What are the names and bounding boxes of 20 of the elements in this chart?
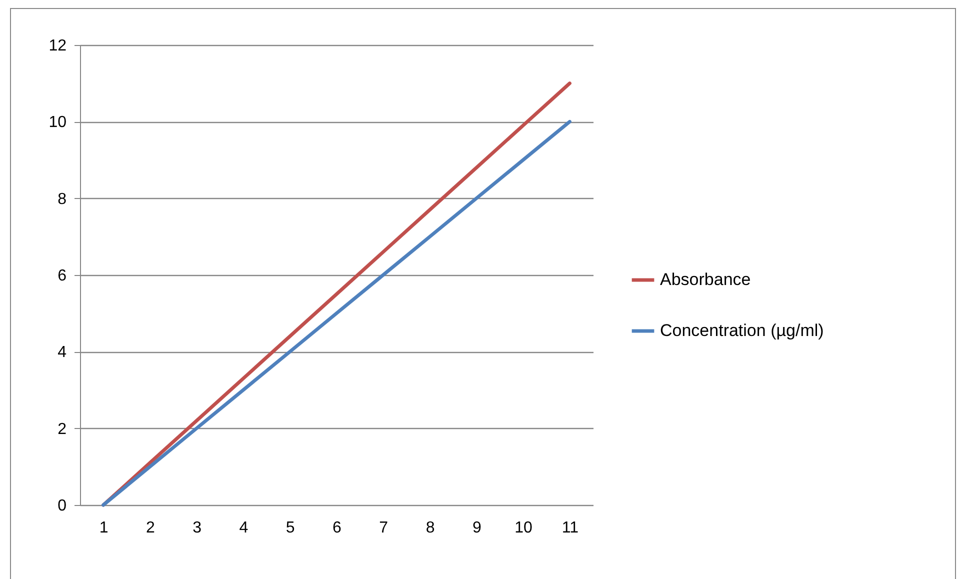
x-tick-label: 5 <box>286 520 295 536</box>
x-tick-label: 1 <box>99 520 108 536</box>
y-tick-label: 12 <box>48 38 67 54</box>
y-tick-label: 6 <box>58 268 67 284</box>
x-tick-label: 2 <box>146 520 155 536</box>
y-tick-label: 10 <box>48 114 67 132</box>
y-tick-label: 0 <box>58 498 67 514</box>
y-tick-label: 4 <box>58 344 67 362</box>
y-tick-label: 8 <box>58 190 67 208</box>
legend-label: Concentration (µg/ml) <box>660 321 824 340</box>
x-tick-label: 8 <box>426 520 435 536</box>
x-tick-label: 11 <box>562 520 579 536</box>
x-tick-label: 7 <box>379 520 388 536</box>
x-tick-label: 10 <box>514 520 533 536</box>
legend-label: Absorbance <box>660 270 751 289</box>
y-tick-label: 2 <box>58 420 67 438</box>
x-tick-label: 3 <box>192 520 202 536</box>
x-tick-label: 6 <box>332 520 342 536</box>
x-tick-label: 4 <box>239 520 248 536</box>
x-tick-label: 9 <box>472 520 482 536</box>
